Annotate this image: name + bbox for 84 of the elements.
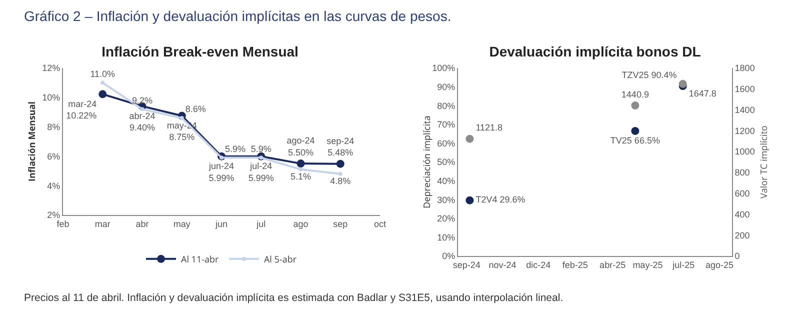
text: Gráfico 2 – Inflación y devaluación implícitas en las curvas de pesos. bbox=[24, 8, 452, 24]
point bbox=[678, 80, 687, 88]
point bbox=[338, 172, 342, 176]
point bbox=[140, 107, 144, 112]
legend-label: Al 11-abr bbox=[181, 252, 219, 266]
x-tick-label: may-25 bbox=[632, 260, 663, 270]
y2-tick-label: 200 bbox=[734, 230, 750, 240]
data-label: sep-24 5.48% bbox=[326, 136, 354, 158]
data-label: 5.9% bbox=[225, 144, 246, 154]
y-tick-label: 80% bbox=[437, 100, 456, 111]
legend-label: Al 5-abr bbox=[264, 252, 297, 266]
y-tick-label: 2% bbox=[47, 210, 60, 220]
x-tick-label: jul-25 bbox=[672, 260, 695, 270]
y-tick-label: 30% bbox=[437, 194, 456, 205]
data-label: jun-24 5.99% bbox=[208, 161, 234, 183]
y2-tick-label: 1800 bbox=[734, 63, 755, 74]
point bbox=[631, 102, 640, 110]
data-label: 1121.8 bbox=[476, 122, 503, 133]
y-tick-label: 40% bbox=[437, 176, 456, 186]
y2-tick-label: 600 bbox=[734, 188, 750, 198]
point bbox=[100, 80, 105, 85]
data-label: 9.2% bbox=[132, 95, 153, 106]
y-tick-label: 100% bbox=[432, 63, 456, 74]
y-tick-label: 6% bbox=[47, 151, 60, 162]
y-tick-label: 90% bbox=[437, 82, 456, 92]
x-tick-label: feb bbox=[56, 218, 70, 229]
x-tick-label: sep bbox=[333, 218, 348, 229]
y-axis-title: Depreciación implícita bbox=[420, 116, 433, 208]
data-label: 11.0% bbox=[90, 68, 116, 79]
data-label: 4.8% bbox=[330, 176, 351, 186]
point bbox=[98, 90, 107, 98]
y-tick-label: 8% bbox=[47, 122, 60, 132]
y-tick-label: 20% bbox=[437, 214, 456, 224]
x-tick-label: feb-25 bbox=[562, 260, 588, 270]
point bbox=[466, 134, 474, 143]
y-tick-label: 0% bbox=[442, 251, 456, 262]
point bbox=[296, 160, 305, 168]
x-tick-label: mar bbox=[94, 218, 110, 229]
x-tick-label: abr-25 bbox=[600, 260, 626, 270]
y-tick-label: 10% bbox=[42, 92, 60, 103]
y2-tick-label: 800 bbox=[734, 168, 750, 178]
data-label: 8.6% bbox=[185, 104, 206, 114]
data-label: 1440.9 bbox=[621, 89, 649, 100]
chart-title: Inflación Break-even Mensual bbox=[102, 43, 298, 60]
y-tick-label: 70% bbox=[437, 120, 456, 130]
data-label: TV25 66.5% bbox=[610, 136, 660, 146]
data-label: 5.1% bbox=[290, 172, 312, 182]
x-tick-label: sep-24 bbox=[452, 260, 480, 270]
x-tick-label: abr bbox=[136, 218, 149, 229]
data-label: 1647.8 bbox=[688, 88, 716, 99]
data-label: abr-24 9.40% bbox=[129, 110, 156, 133]
x-tick-label: ago-25 bbox=[705, 260, 734, 270]
chart-title: Devaluación implícita bonos DL bbox=[489, 43, 702, 60]
y2-tick-label: 400 bbox=[734, 209, 750, 220]
y2-tick-label: 1400 bbox=[734, 104, 755, 115]
data-label: TZV25 90.4% bbox=[622, 70, 677, 80]
data-label: jul-24 5.99% bbox=[248, 161, 274, 183]
data-label: T2V4 29.6% bbox=[476, 194, 526, 205]
point bbox=[631, 126, 640, 135]
y-tick-label: 12% bbox=[42, 63, 60, 74]
y-tick-label: 60% bbox=[437, 138, 456, 148]
x-tick-label: may bbox=[173, 218, 191, 229]
x-tick-label: nov-24 bbox=[488, 260, 516, 270]
y-tick-label: 10% bbox=[437, 232, 456, 242]
data-label: mar-24 10.22% bbox=[66, 98, 97, 121]
y2-tick-label: 1600 bbox=[734, 84, 755, 94]
y-tick-label: 50% bbox=[437, 157, 456, 168]
point bbox=[336, 160, 344, 168]
data-label: 5.9% bbox=[250, 144, 272, 154]
y2-tick-label: 1200 bbox=[734, 126, 755, 136]
point bbox=[466, 196, 474, 204]
y2-tick-label: 1000 bbox=[734, 146, 755, 157]
point bbox=[298, 167, 303, 172]
y2-axis-title: Valor TC implícito bbox=[756, 126, 770, 198]
x-tick-label: jun bbox=[214, 218, 228, 229]
x-tick-label: oct bbox=[374, 218, 386, 229]
x-tick-label: jul bbox=[256, 218, 266, 229]
y-tick-label: 4% bbox=[47, 180, 60, 191]
y-axis-title: Inflación Mensual bbox=[25, 101, 38, 182]
x-tick-label: dic-24 bbox=[526, 260, 551, 270]
data-label: ago-24 5.50% bbox=[286, 136, 315, 158]
text: Precios al 11 de abril. Inflación y devaluación implícita es estimada con Badlar y S31E5, usando interpolación lineal. bbox=[24, 292, 564, 304]
x-tick-label: ago bbox=[293, 218, 308, 229]
y2-tick-label: 0 bbox=[734, 251, 740, 262]
